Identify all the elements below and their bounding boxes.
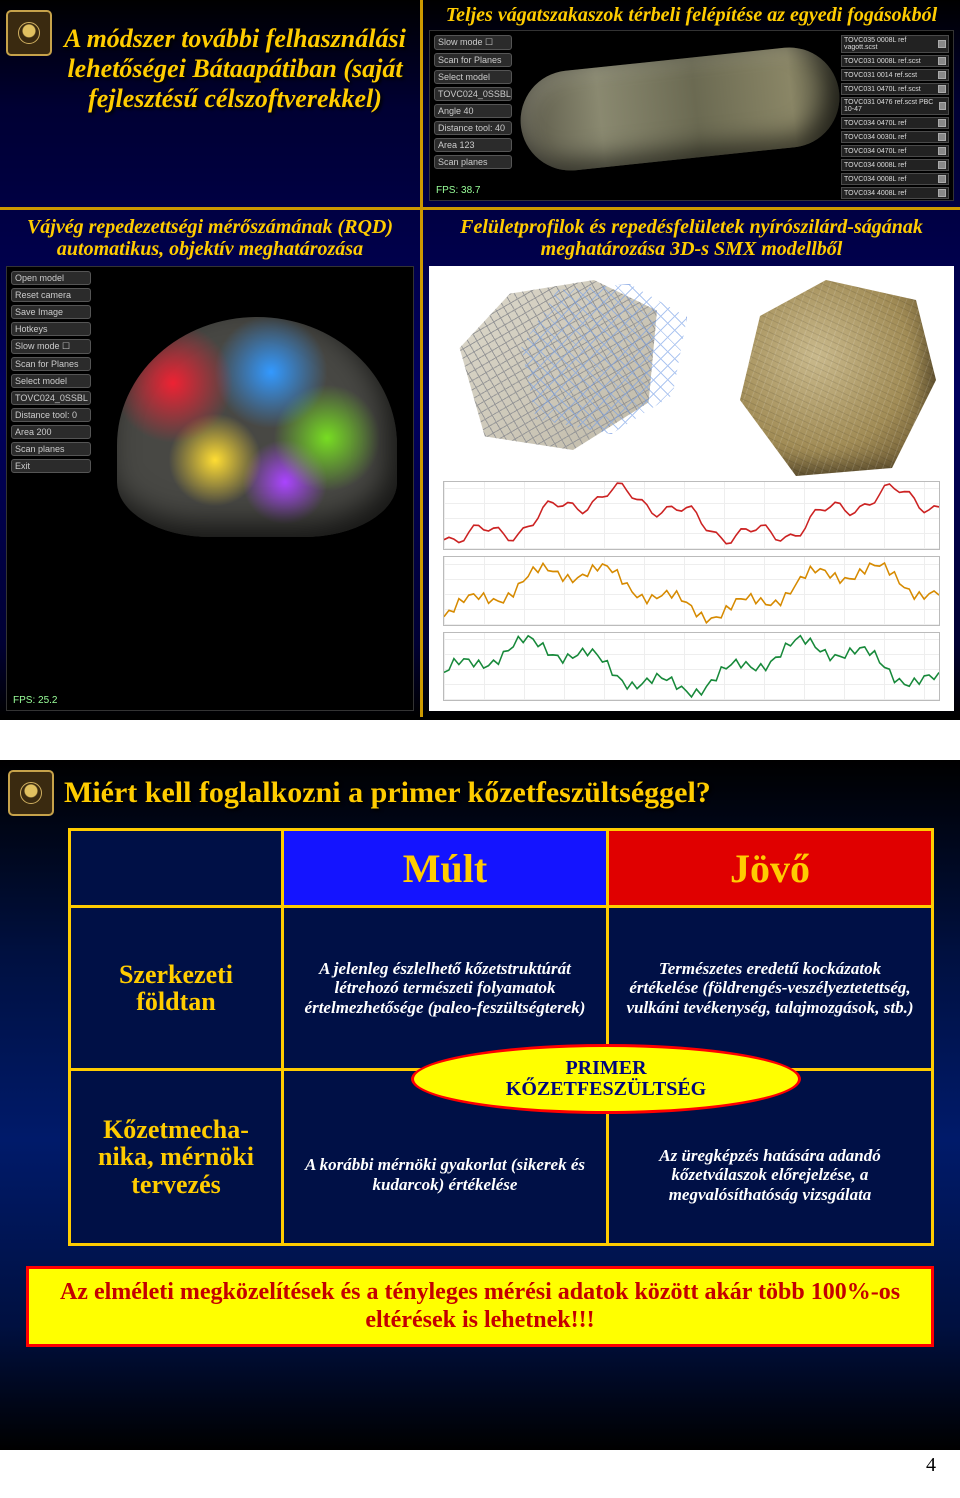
viewer-rqd: Open model Reset camera Save Image Hotkeys S… [6, 266, 414, 711]
tool-button[interactable]: Angle 40 [434, 104, 512, 118]
layer-row[interactable]: TOVC034 0008L ref [841, 173, 949, 185]
rock-chip-3d [736, 276, 936, 476]
bottom-warning-band: Az elméleti megközelítések és a ténylege… [26, 1266, 934, 1347]
cell-r2c2: Az üregképzés hatására adandó kőzetválas… [609, 1071, 931, 1243]
rock-face-3d [117, 317, 397, 537]
logo-icon [8, 770, 54, 816]
checkbox-icon[interactable] [938, 147, 946, 155]
checkbox-icon[interactable] [938, 57, 946, 65]
fps-counter-1: FPS: 38.7 [436, 185, 480, 196]
tool-button[interactable]: Open model [11, 271, 91, 285]
tool-button[interactable]: Hotkeys [11, 322, 91, 336]
signal-plot-2 [443, 556, 940, 625]
slide1-caption-top-right: Teljes vágatszakaszok térbeli felépítése… [423, 0, 960, 30]
rock-core-3d [516, 43, 845, 176]
col-header-mult: Múlt [284, 831, 606, 905]
layer-row[interactable]: TOVC031 0476 ref.scst PBC 10-47 [841, 97, 949, 115]
tool-button[interactable]: Area 123 [434, 138, 512, 152]
layer-row[interactable]: TOVC031 0014 ref.scst [841, 69, 949, 81]
tool-button[interactable]: TOVC024_0SSBL [11, 391, 91, 405]
tool-button[interactable]: Scan planes [434, 155, 512, 169]
layer-row[interactable]: TOVC034 0470L ref [841, 145, 949, 157]
checkbox-icon[interactable] [938, 161, 946, 169]
row-label-2-text: Kőzetmecha-nika, mérnökitervezés [98, 1116, 254, 1198]
surface-profile-panel [429, 266, 954, 711]
checkbox-icon[interactable] [938, 85, 946, 93]
slide1-title: A módszer további felhasználási lehetősé… [62, 10, 408, 114]
tool-column-left: Open model Reset camera Save Image Hotkeys S… [11, 271, 91, 476]
cell-r2c2-text: Az üregképzés hatására adandó kőzetválas… [623, 1146, 917, 1205]
layer-row[interactable]: TOVC034 0470L ref [841, 117, 949, 129]
cell-r1c2: Természetes eredetű kockázatok értékelés… [609, 908, 931, 1068]
tool-button[interactable]: Select model [434, 70, 512, 84]
layer-list: TOVC035 0008L ref vagott.scst TOVC031 000… [841, 35, 949, 201]
bottom-warning-text: Az elméleti megközelítések és a ténylege… [47, 1279, 913, 1334]
tool-button[interactable]: Distance tool: 0 [11, 408, 91, 422]
tool-button[interactable]: Slow mode ☐ [11, 339, 91, 354]
slide2-table: Múlt Jövő Szerkezetiföldtan A jelenleg é… [68, 828, 934, 1246]
tool-button[interactable]: Exit [11, 459, 91, 473]
layer-row[interactable]: TOVC034 0030L ref [841, 131, 949, 143]
signal-panel [443, 481, 940, 701]
tool-button[interactable]: Area 200 [11, 425, 91, 439]
layer-row[interactable]: TOVC031 0008L ref.scst [841, 55, 949, 67]
logo-icon [6, 10, 52, 56]
checkbox-icon[interactable] [938, 175, 946, 183]
row-label-1-text: Szerkezetiföldtan [119, 961, 233, 1016]
col-header-mult-label: Múlt [403, 845, 487, 892]
layer-row[interactable]: TOVC034 4008L ref [841, 187, 949, 199]
checkbox-icon[interactable] [939, 102, 946, 110]
layer-row[interactable]: TOVC034 0008L ref [841, 159, 949, 171]
signal-plot-3 [443, 632, 940, 701]
checkbox-icon[interactable] [938, 40, 946, 48]
checkbox-icon[interactable] [938, 133, 946, 141]
fps-counter-2: FPS: 25.2 [13, 695, 57, 706]
tool-button[interactable]: Save Image [11, 305, 91, 319]
cell-r2c1: A korábbi mérnöki gyakorlat (sikerek és … [284, 1071, 606, 1243]
tool-button[interactable]: Scan for Planes [434, 53, 512, 67]
tool-button[interactable]: Distance tool: 40 [434, 121, 512, 135]
tool-column-right: Slow mode ☐ Scan for Planes Select model TO… [434, 35, 512, 172]
slide-2: Miért kell foglalkozni a primer kőzetfes… [0, 720, 960, 1450]
signal-plot-1 [443, 481, 940, 550]
cell-r1c1-text: A jelenleg észlelhető kőzetstruktúrát lé… [298, 959, 592, 1018]
tool-button[interactable]: TOVC024_0SSBL [434, 87, 512, 101]
tool-button[interactable]: Reset camera [11, 288, 91, 302]
checkbox-icon[interactable] [938, 71, 946, 79]
row-label-1: Szerkezetiföldtan [71, 908, 281, 1068]
col-header-jovo-label: Jövő [730, 845, 810, 892]
tool-button[interactable]: Slow mode ☐ [434, 35, 512, 50]
layer-row[interactable]: TOVC031 0470L ref.scst [841, 83, 949, 95]
viewer-3d-core: Slow mode ☐ Scan for Planes Select model TO… [429, 30, 954, 201]
slide1-title-area: A módszer további felhasználási lehetősé… [0, 0, 420, 207]
row-label-2: Kőzetmecha-nika, mérnökitervezés [71, 1071, 281, 1243]
tool-button[interactable]: Scan for Planes [11, 357, 91, 371]
checkbox-icon[interactable] [938, 119, 946, 127]
page-number: 4 [0, 1450, 960, 1485]
tool-button[interactable]: Select model [11, 374, 91, 388]
slide-1: A módszer további felhasználási lehetősé… [0, 0, 960, 720]
tool-button[interactable]: Scan planes [11, 442, 91, 456]
col-header-jovo: Jövő [609, 831, 931, 905]
layer-row[interactable]: TOVC035 0008L ref vagott.scst [841, 35, 949, 53]
slide1-caption-bot-right: Felületprofilok és repedésfelületek nyír… [423, 210, 960, 262]
table-corner [71, 831, 281, 905]
checkbox-icon[interactable] [938, 189, 946, 197]
cell-r2c1-text: A korábbi mérnöki gyakorlat (sikerek és … [298, 1155, 592, 1194]
slide2-title: Miért kell foglalkozni a primer kőzetfes… [64, 776, 711, 810]
cell-r1c2-text: Természetes eredetű kockázatok értékelés… [623, 959, 917, 1018]
cell-r1c1: A jelenleg észlelhető kőzetstruktúrát lé… [284, 908, 606, 1068]
slide1-caption-bot-left: Vájvég repedezettségi mérőszámának (RQD)… [0, 210, 420, 262]
